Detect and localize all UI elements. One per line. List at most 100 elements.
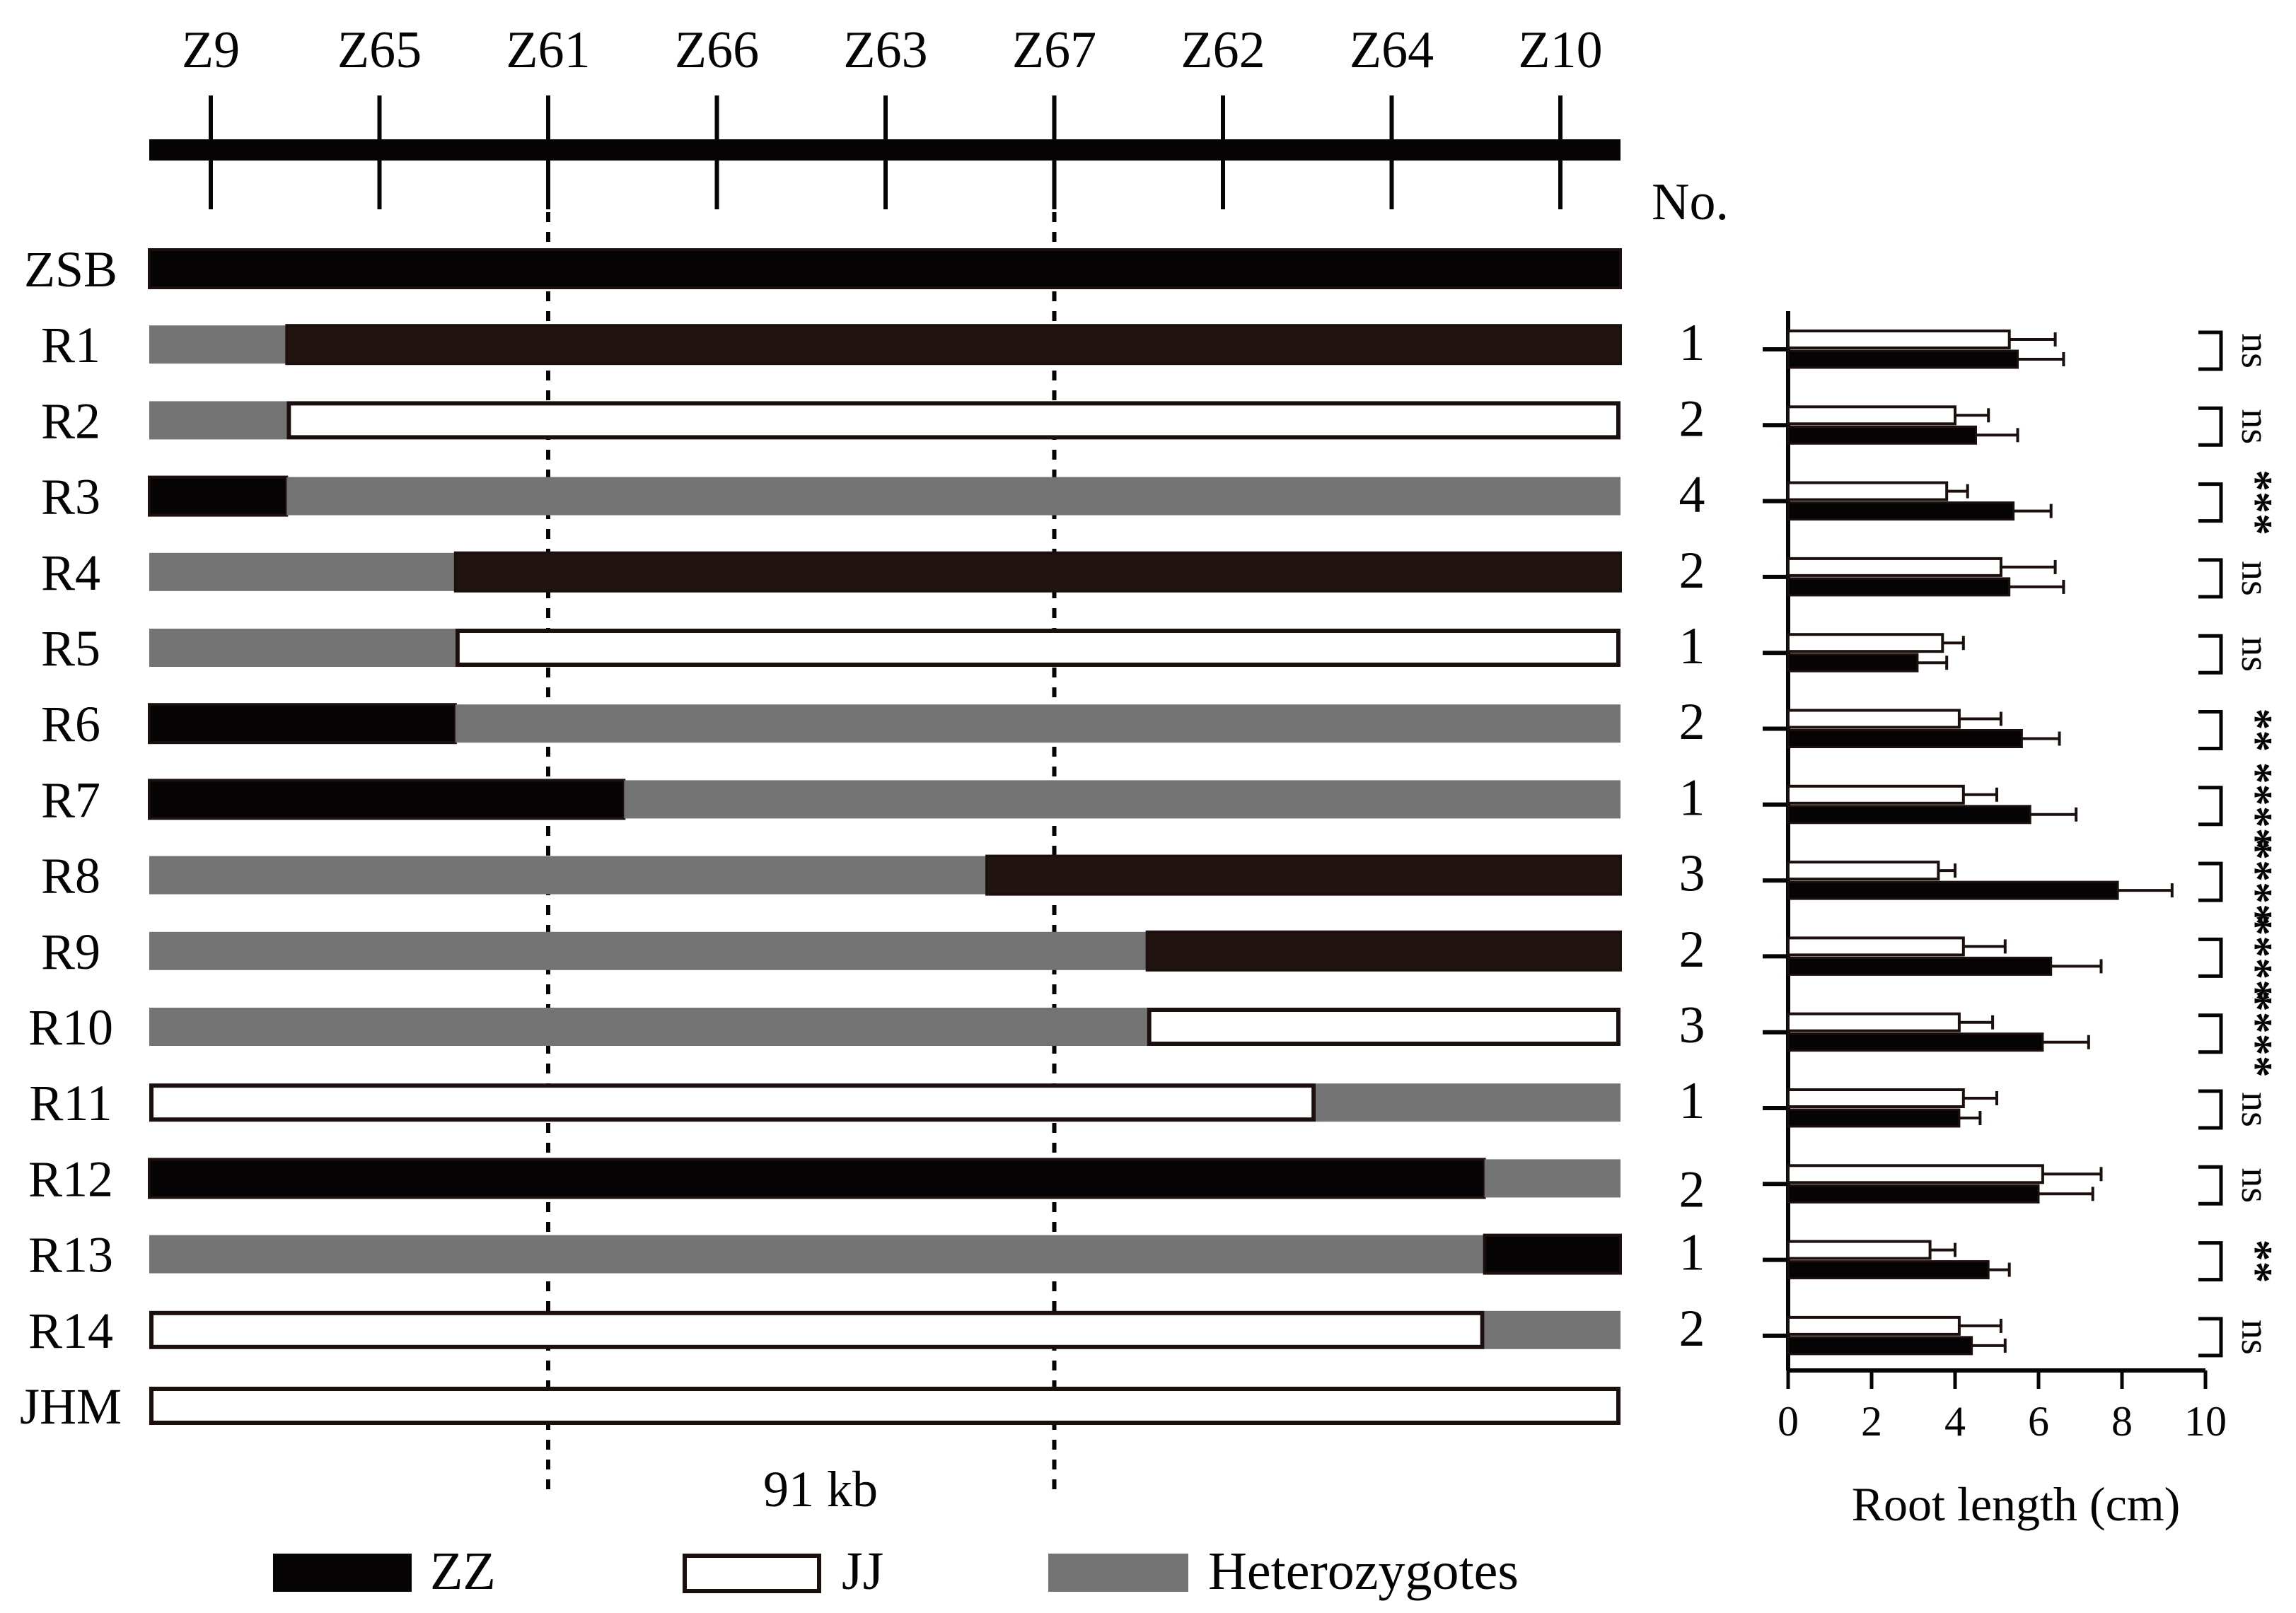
x-tick-label: 10 (2184, 1398, 2227, 1445)
bar-group: ns (1763, 405, 2277, 447)
marker-label: Z62 (1181, 21, 1265, 79)
legend-swatch-het (1048, 1554, 1188, 1592)
genotype-row: R13 1 (28, 1224, 1705, 1283)
genotype-segment-het (149, 629, 456, 667)
significance-bracket (2198, 1317, 2223, 1358)
row-label: R2 (41, 392, 100, 449)
genotype-row: ZSB (24, 241, 1622, 298)
genotype-segment-het (149, 1008, 1147, 1046)
row-count: 4 (1679, 466, 1705, 524)
genotype-segment-het (286, 477, 1621, 516)
marker-label: Z61 (506, 21, 590, 79)
bar-jj (1787, 405, 1956, 426)
bar-zz (1787, 1336, 1973, 1356)
genotype-row: R7 1 (41, 769, 1705, 828)
row-label: R3 (41, 469, 100, 525)
bar-group: **** (1763, 762, 2280, 850)
genotype-segment-het (149, 931, 1147, 970)
genotype-segment-zz (453, 551, 1623, 593)
row-count: 2 (1679, 1160, 1705, 1218)
bar-zz (1787, 501, 2015, 521)
genotype-segment-jj (1147, 1008, 1621, 1046)
x-tick-label: 0 (1778, 1398, 1799, 1445)
bar-zz (1787, 1260, 1990, 1280)
row-label: R1 (41, 317, 100, 373)
bar-zz (1787, 1108, 1961, 1128)
row-label: R6 (41, 696, 100, 752)
bar-jj (1787, 1088, 1965, 1108)
root-length-chart: 0 2 4 6 8 10nsns***nsns******************nsns… (1763, 311, 2280, 1445)
bar-group: ns (1763, 557, 2277, 599)
genotype-segment-zz (985, 854, 1622, 896)
bar-group: ns (1763, 1164, 2277, 1206)
genotype-segment-jj (149, 1083, 1316, 1122)
genotype-segment-het (149, 552, 456, 591)
x-tick-label: 4 (1944, 1398, 1966, 1445)
significance-label: **** (2232, 914, 2280, 1001)
bar-jj (1787, 481, 1949, 501)
genotype-row: R4 2 (41, 542, 1705, 601)
genotype-segment-het (1484, 1159, 1620, 1198)
row-count: 1 (1679, 1224, 1705, 1282)
significance-label: ns (2233, 636, 2277, 672)
genotype-segment-het (455, 704, 1621, 743)
bar-jj (1787, 784, 1965, 805)
genotype-segment-zz (148, 475, 289, 517)
genotype-segment-jj (455, 629, 1621, 667)
bar-zz (1787, 577, 2011, 597)
significance-label: **** (2232, 990, 2280, 1078)
significance-label: *** (2232, 470, 2280, 535)
bar-zz (1787, 1032, 2044, 1052)
marker-label: Z67 (1012, 21, 1096, 79)
significance-label: ** (2232, 1240, 2280, 1283)
bar-group: ns (1763, 1315, 2277, 1358)
significance-bracket (2198, 861, 2223, 902)
x-axis-label: Root length (cm) (1852, 1477, 2181, 1531)
bar-jj (1787, 936, 1965, 957)
genotype-segment-zz (148, 248, 1622, 289)
row-label: R14 (28, 1303, 113, 1359)
significance-bracket (2198, 406, 2223, 447)
number-header: No. (1652, 173, 1729, 231)
marker-label: Z63 (843, 21, 927, 79)
genotype-segment-het (149, 401, 287, 440)
genotype-segment-het (624, 780, 1621, 819)
genotype-segment-jj (149, 1387, 1620, 1425)
bar-group: ns (1763, 1088, 2277, 1130)
significance-bracket (2198, 937, 2223, 978)
bar-group: ** (1763, 1240, 2280, 1283)
significance-label: ns (2233, 1320, 2277, 1355)
bar-jj (1787, 1315, 1961, 1336)
legend: ZZ JJ Heterozygotes (273, 1542, 1519, 1601)
genotype-segment-zz (148, 1158, 1486, 1199)
genotype-row: R1 1 (41, 314, 1705, 373)
row-label: ZSB (24, 241, 117, 298)
genotype-segment-het (1316, 1083, 1620, 1122)
marker-label: Z66 (675, 21, 759, 79)
significance-label: ns (2233, 333, 2277, 368)
significance-bracket (2198, 482, 2223, 523)
genotype-segment-jj (149, 1310, 1485, 1349)
bar-jj (1787, 709, 1961, 729)
bar-group: *** (1763, 470, 2280, 535)
bar-zz (1787, 805, 2031, 825)
significance-bracket (2198, 330, 2223, 371)
significance-label: ns (2233, 409, 2277, 444)
bar-group: **** (1763, 838, 2280, 926)
row-label: R8 (41, 848, 100, 904)
legend-label-zz: ZZ (430, 1542, 496, 1601)
bar-jj (1787, 557, 2002, 577)
bar-group: **** (1763, 990, 2280, 1078)
legend-swatch-zz (273, 1554, 412, 1592)
bar-zz (1787, 425, 1977, 445)
significance-bracket (2198, 558, 2223, 599)
genotype-segment-het (149, 856, 987, 895)
genotype-segment-het (149, 1235, 1485, 1274)
row-label: R4 (41, 545, 100, 601)
marker-ticks: Z9 Z65 Z61 Z66 Z63 Z67 Z62 Z64 Z10 (182, 21, 1603, 209)
genotype-segment-zz (285, 324, 1623, 366)
row-count: 3 (1679, 845, 1705, 903)
genotype-segment-het (1484, 1310, 1620, 1349)
genotype-segment-zz (148, 779, 626, 820)
